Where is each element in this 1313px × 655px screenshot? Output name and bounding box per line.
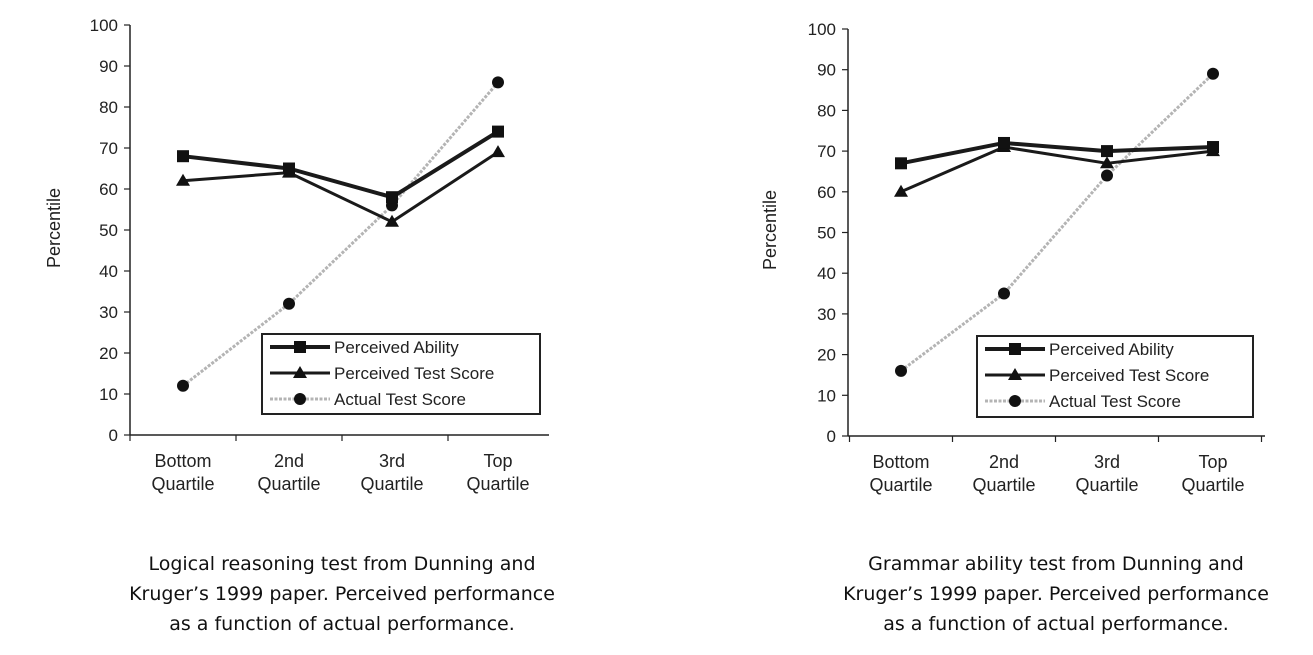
data-point-perceived-ability (1101, 145, 1113, 158)
data-point-actual-test-score (283, 297, 295, 310)
data-point-perceived-test-score (894, 184, 908, 197)
y-axis-label: Percentile (760, 190, 780, 270)
legend: Perceived Ability Perceived Test Score Act… (976, 335, 1254, 418)
x-category-label: Top (1198, 452, 1227, 472)
axes: 0 10 20 30 40 50 60 70 80 90 100 Bottom Quartile 2nd Q… (760, 20, 1265, 495)
x-category-label: Quartile (972, 475, 1035, 495)
y-tick-label: 60 (817, 183, 836, 202)
x-category-label: 3rd (379, 451, 405, 471)
legend: Perceived Ability Perceived Test Score Act… (261, 333, 541, 415)
legend-label-perceived-ability: Perceived Ability (334, 338, 459, 357)
chart-panel-right: 0 10 20 30 40 50 60 70 80 90 100 Bottom Quartile 2nd Q… (657, 0, 1313, 655)
data-point-perceived-ability (283, 162, 295, 175)
y-tick-label: 30 (817, 305, 836, 324)
x-category-label: Quartile (1075, 475, 1138, 495)
caption-left: Logical reasoning test from Dunning and … (82, 549, 602, 639)
caption-left-line-3: as a function of actual performance. (169, 613, 515, 635)
y-tick-label: 0 (827, 427, 836, 446)
data-point-actual-test-score (177, 379, 189, 392)
data-point-perceived-test-score (1100, 156, 1114, 169)
legend-marker-perceived-test-score (1008, 368, 1022, 380)
x-category-label: Bottom (154, 451, 211, 471)
y-tick-label: 20 (817, 346, 836, 365)
caption-left-line-1: Logical reasoning test from Dunning and (148, 553, 536, 575)
series-line-actual-test-score (900, 72, 1215, 373)
axes: 0 10 20 30 40 50 60 70 80 90 100 Bottom Quartile 2nd Q… (44, 16, 549, 494)
legend-marker-perceived-test-score (293, 366, 307, 378)
data-point-perceived-test-score (385, 214, 399, 227)
data-point-perceived-test-score (491, 145, 505, 158)
legend-label-perceived-ability: Perceived Ability (1049, 340, 1174, 359)
y-tick-label: 100 (808, 20, 836, 39)
y-tick-label: 10 (99, 385, 118, 404)
series-perceived-ability (895, 136, 1219, 170)
data-point-perceived-ability (386, 191, 398, 204)
x-category-label: 3rd (1094, 452, 1120, 472)
y-tick-label: 60 (99, 180, 118, 199)
x-category-label: Quartile (151, 474, 214, 494)
data-point-actual-test-score (895, 364, 907, 377)
y-tick-label: 0 (109, 426, 118, 445)
y-tick-label: 10 (817, 386, 836, 405)
x-category-label: 2nd (989, 452, 1019, 472)
y-tick-label: 40 (99, 262, 118, 281)
legend-marker-perceived-ability (294, 341, 306, 353)
legend-marker-actual-test-score (1009, 395, 1021, 407)
legend-marker-perceived-ability (1009, 343, 1021, 355)
series-line-perceived-test-score (900, 145, 1214, 194)
data-point-perceived-ability (492, 125, 504, 138)
y-tick-label: 30 (99, 303, 118, 322)
data-point-actual-test-score (492, 76, 504, 89)
caption-left-line-2: Kruger’s 1999 paper. Perceived performan… (129, 583, 555, 605)
y-tick-label: 90 (817, 61, 836, 80)
x-category-label: Bottom (872, 452, 929, 472)
series-line-perceived-test-score (182, 150, 499, 224)
x-category-label: Quartile (1181, 475, 1244, 495)
legend-label-perceived-test-score: Perceived Test Score (334, 364, 494, 383)
caption-right-line-3: as a function of actual performance. (883, 613, 1229, 635)
series-line-perceived-ability (900, 140, 1214, 166)
y-tick-label: 20 (99, 344, 118, 363)
y-tick-label: 80 (99, 98, 118, 117)
data-point-perceived-ability (1207, 141, 1219, 154)
caption-right: Grammar ability test from Dunning and Kr… (796, 549, 1313, 639)
y-tick-label: 40 (817, 264, 836, 283)
x-category-label: Top (483, 451, 512, 471)
caption-right-line-1: Grammar ability test from Dunning and (868, 553, 1244, 575)
series-line-actual-test-score (182, 81, 500, 387)
x-category-label: Quartile (466, 474, 529, 494)
legend-marker-actual-test-score (294, 393, 306, 405)
series-line-perceived-ability (182, 129, 500, 200)
data-point-actual-test-score (1101, 169, 1113, 182)
y-tick-label: 80 (817, 101, 836, 120)
y-tick-label: 70 (817, 142, 836, 161)
grammar-ability-chart: 0 10 20 30 40 50 60 70 80 90 100 Bottom Quartile 2nd Q… (760, 20, 1265, 495)
x-category-label: Quartile (257, 474, 320, 494)
y-tick-label: 90 (99, 57, 118, 76)
x-category-label: 2nd (274, 451, 304, 471)
legend-label-perceived-test-score: Perceived Test Score (1049, 366, 1209, 385)
x-category-label: Quartile (360, 474, 423, 494)
data-point-perceived-ability (895, 157, 907, 170)
data-point-actual-test-score (998, 287, 1010, 300)
y-axis-label: Percentile (44, 188, 64, 268)
data-point-perceived-ability (177, 150, 189, 163)
series-actual-test-score (895, 67, 1219, 377)
series-perceived-ability (177, 125, 504, 204)
y-tick-label: 100 (90, 16, 118, 35)
legend-label-actual-test-score: Actual Test Score (334, 390, 466, 409)
data-point-perceived-test-score (176, 173, 190, 186)
x-category-label: Quartile (869, 475, 932, 495)
data-point-perceived-ability (998, 136, 1010, 149)
legend-label-actual-test-score: Actual Test Score (1049, 392, 1181, 411)
y-tick-label: 50 (817, 224, 836, 243)
caption-right-line-2: Kruger’s 1999 paper. Perceived performan… (843, 583, 1269, 605)
y-tick-label: 50 (99, 221, 118, 240)
data-point-actual-test-score (1207, 67, 1219, 80)
chart-panel-left: 0 10 20 30 40 50 60 70 80 90 100 Bottom Quartile 2nd Q… (0, 0, 656, 655)
y-tick-label: 70 (99, 139, 118, 158)
logical-reasoning-chart: 0 10 20 30 40 50 60 70 80 90 100 Bottom Quartile 2nd Q… (44, 16, 549, 494)
